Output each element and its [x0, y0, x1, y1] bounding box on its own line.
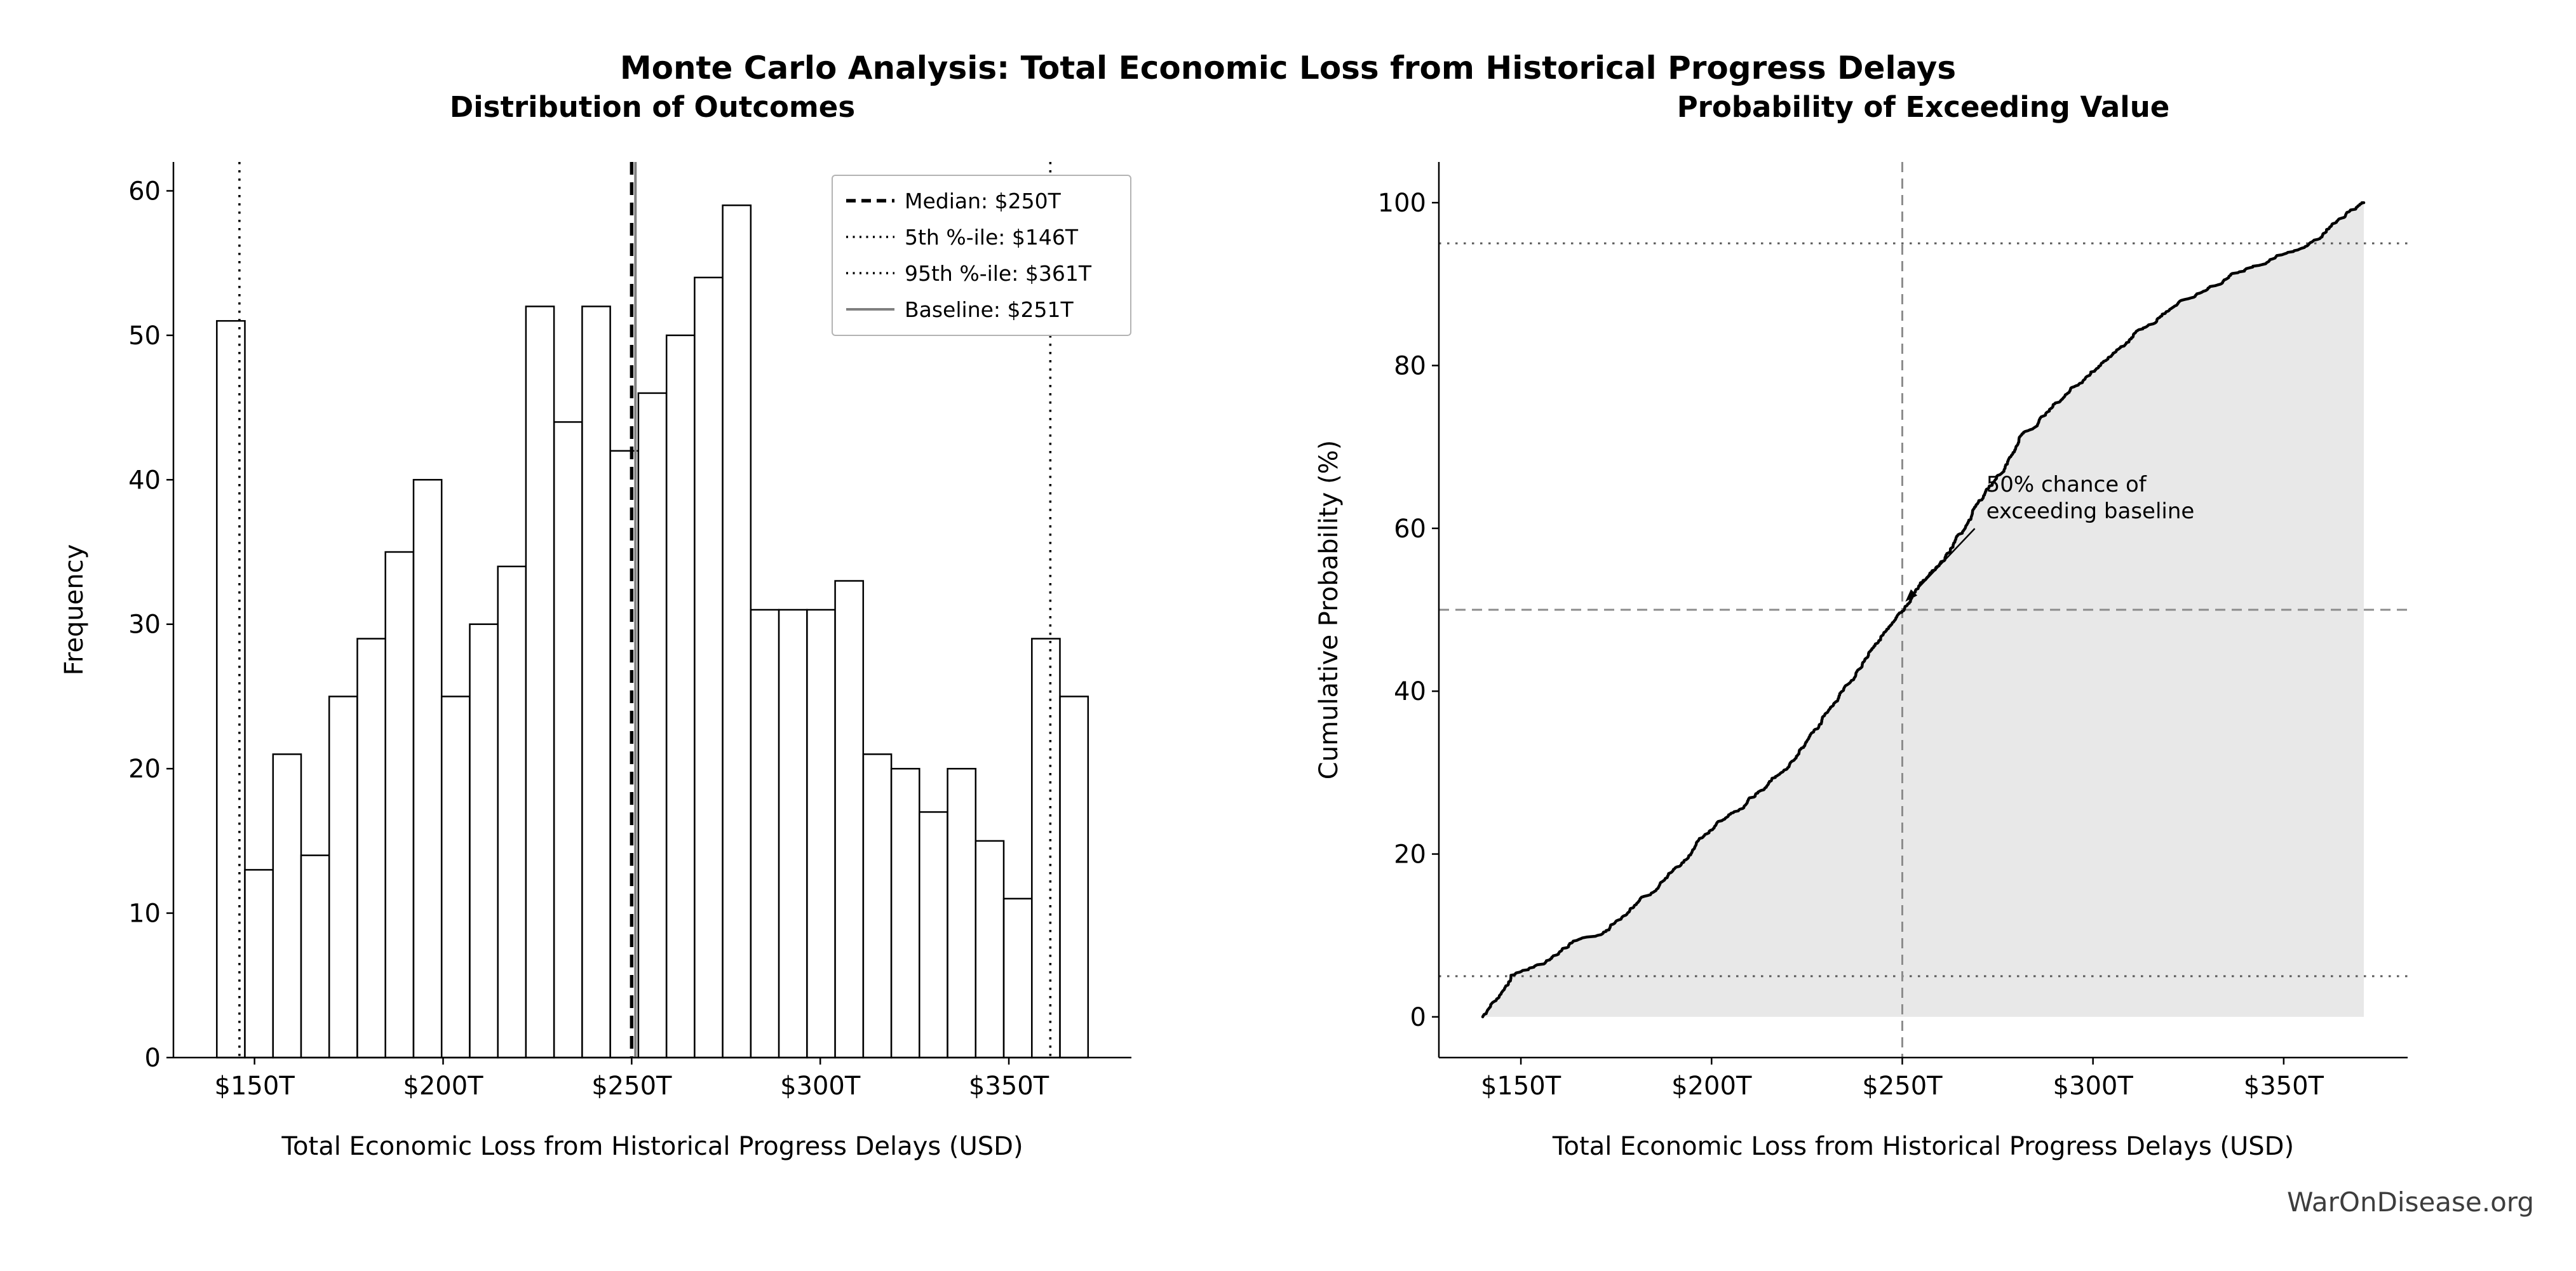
- svg-text:20: 20: [128, 755, 161, 784]
- svg-text:$350T: $350T: [2244, 1072, 2324, 1101]
- histogram-legend: Median: $250T 5th %-ile: $146T 95th %-ile:…: [832, 175, 1131, 336]
- svg-text:40: 40: [1394, 677, 1426, 706]
- svg-text:$250T: $250T: [591, 1072, 672, 1101]
- svg-text:$300T: $300T: [780, 1072, 861, 1101]
- watermark: WarOnDisease.org: [2287, 1187, 2534, 1218]
- svg-text:$150T: $150T: [215, 1072, 295, 1101]
- svg-text:$200T: $200T: [403, 1072, 483, 1101]
- svg-text:30: 30: [128, 610, 161, 640]
- svg-text:100: 100: [1378, 189, 1426, 218]
- svg-text:80: 80: [1394, 351, 1426, 380]
- svg-text:20: 20: [1394, 840, 1426, 870]
- cdf-title: Probability of Exceeding Value: [1676, 90, 2170, 124]
- svg-text:60: 60: [128, 177, 161, 206]
- figure-title: Monte Carlo Analysis: Total Economic Los…: [619, 50, 1957, 86]
- hist-title: Distribution of Outcomes: [449, 90, 856, 124]
- svg-text:$350T: $350T: [969, 1072, 1049, 1101]
- svg-text:$200T: $200T: [1671, 1072, 1752, 1101]
- histogram-axes: $150T $200T $250T $300T $350T 0 10 20 30 40 50 60: [128, 162, 1131, 1101]
- svg-text:50% chance of: 50% chance of: [1986, 472, 2147, 497]
- svg-text:40: 40: [128, 466, 161, 495]
- cdf-x-axis-label: Total Economic Loss from Historical Prog…: [1552, 1132, 2295, 1161]
- svg-text:60: 60: [1394, 514, 1426, 544]
- cdf-curve: [1481, 201, 2366, 1019]
- hist-y-axis-label: Frequency: [60, 544, 89, 676]
- svg-text:$150T: $150T: [1481, 1072, 1561, 1101]
- svg-text:0: 0: [145, 1044, 161, 1073]
- svg-text:exceeding baseline: exceeding baseline: [1986, 499, 2195, 524]
- svg-text:50: 50: [128, 321, 161, 351]
- svg-text:10: 10: [128, 899, 161, 929]
- svg-text:0: 0: [1410, 1003, 1426, 1032]
- hist-x-axis-label: Total Economic Loss from Historical Prog…: [281, 1132, 1023, 1161]
- histogram-bars: [216, 204, 1089, 1059]
- cdf-axes: $150T $200T $250T $300T $350T 0 20 40 60 80 100: [1378, 162, 2408, 1101]
- svg-text:$250T: $250T: [1862, 1072, 1943, 1101]
- svg-text:95th %-ile: $361T: 95th %-ile: $361T: [905, 261, 1092, 286]
- svg-text:Median: $250T: Median: $250T: [905, 189, 1062, 213]
- cdf-y-axis-label: Cumulative Probability (%): [1314, 440, 1344, 780]
- svg-text:Baseline: $251T: Baseline: $251T: [905, 297, 1074, 322]
- svg-text:5th %-ile: $146T: 5th %-ile: $146T: [905, 225, 1079, 250]
- svg-text:$300T: $300T: [2053, 1072, 2134, 1101]
